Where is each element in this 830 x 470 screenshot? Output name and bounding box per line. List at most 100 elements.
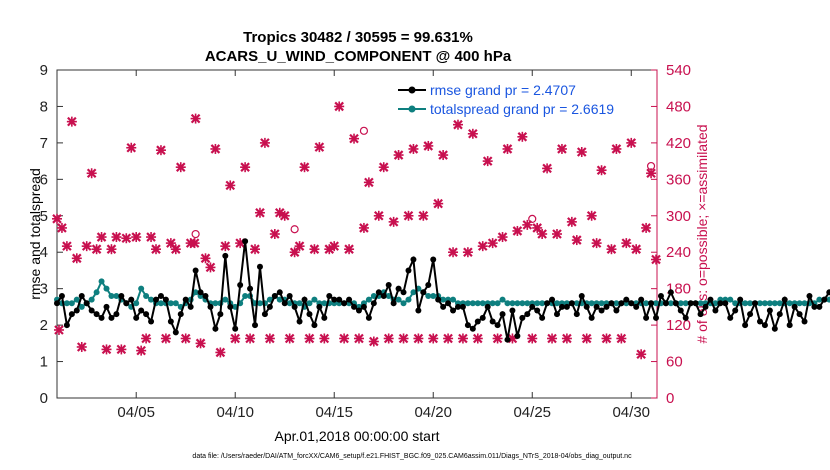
rmse-point xyxy=(583,303,590,310)
rmse-point xyxy=(712,307,719,314)
rmse-point xyxy=(128,296,135,303)
rmse-point xyxy=(420,289,427,296)
rmse-point xyxy=(514,333,521,340)
obs-possible-point xyxy=(290,225,299,234)
x-tick-label: 04/25 xyxy=(513,404,551,421)
spread-point xyxy=(108,292,115,299)
spread-point xyxy=(88,296,95,303)
obs-assimilated-point xyxy=(141,333,152,344)
obs-assimilated-point xyxy=(443,333,454,344)
rmse-point xyxy=(588,314,595,321)
rmse-point xyxy=(227,303,234,310)
rmse-point xyxy=(88,307,95,314)
rmse-point xyxy=(425,282,432,289)
rmse-point xyxy=(450,307,457,314)
rmse-point xyxy=(801,318,808,325)
rmse-point xyxy=(682,314,689,321)
obs-assimilated-point xyxy=(566,216,577,227)
rmse-point xyxy=(410,256,417,263)
obs-assimilated-point xyxy=(581,333,592,344)
obs-assimilated-point xyxy=(576,147,587,157)
rmse-point xyxy=(217,311,224,318)
obs-assimilated-point xyxy=(66,116,77,127)
rmse-point xyxy=(771,325,778,332)
left-y-tick-label: 1 xyxy=(40,354,48,371)
rmse-point xyxy=(687,300,694,307)
obs-assimilated-point xyxy=(116,344,127,355)
rmse-point xyxy=(172,329,179,336)
rmse-point xyxy=(212,325,219,332)
obs-assimilated-point xyxy=(205,262,216,273)
obs-assimilated-point xyxy=(86,168,97,179)
obs-assimilated-point xyxy=(512,225,523,236)
rmse-point xyxy=(737,296,744,303)
obs-assimilated-point xyxy=(467,128,478,139)
spread-point xyxy=(113,292,120,299)
rmse-point xyxy=(157,292,164,299)
obs-assimilated-point xyxy=(611,143,622,154)
spread-point xyxy=(796,300,803,307)
rmse-point xyxy=(638,296,645,303)
rmse-point xyxy=(593,303,600,310)
rmse-point xyxy=(722,300,729,307)
left-y-axis: 0 1 2 3 4 5 6 7 8 9 xyxy=(40,62,63,407)
obs-assimilated-point xyxy=(279,210,290,221)
spread-point xyxy=(172,300,179,307)
rmse-point xyxy=(578,292,585,299)
rmse-point xyxy=(544,300,551,307)
spread-point xyxy=(598,300,605,307)
left-y-tick-label: 5 xyxy=(40,208,48,225)
obs-assimilated-point xyxy=(651,254,662,265)
obs-assimilated-point xyxy=(334,101,345,112)
spread-point xyxy=(222,296,229,303)
rmse-point xyxy=(459,303,466,310)
x-tick-label: 04/30 xyxy=(612,404,650,421)
spread-point xyxy=(143,292,150,299)
rmse-point xyxy=(63,322,70,329)
rmse-point xyxy=(430,256,437,263)
obs-possible-point xyxy=(191,229,200,239)
spread-point xyxy=(524,300,531,307)
rmse-point xyxy=(346,296,353,303)
obs-assimilated-point xyxy=(438,150,449,161)
rmse-point xyxy=(108,314,115,321)
obs-assimilated-point xyxy=(61,241,72,252)
obs-assimilated-point xyxy=(230,333,241,344)
rmse-point xyxy=(153,296,160,303)
left-y-tick-label: 0 xyxy=(40,390,48,407)
rmse-point xyxy=(247,285,254,292)
left-y-tick-label: 2 xyxy=(40,317,48,334)
right-y-tick-label: 540 xyxy=(666,62,691,79)
x-tick-label: 04/05 xyxy=(117,404,155,421)
obs-assimilated-point xyxy=(547,333,558,344)
spread-point xyxy=(296,300,303,307)
obs-assimilated-point xyxy=(190,113,201,124)
rmse-point xyxy=(573,311,580,318)
rmse-point xyxy=(54,300,60,307)
rmse-point xyxy=(261,311,268,318)
spread-point xyxy=(400,300,407,307)
rmse-point xyxy=(326,292,333,299)
rmse-point xyxy=(68,311,75,318)
rmse-point xyxy=(648,300,655,307)
rmse-point xyxy=(286,292,293,299)
obs-assimilated-point xyxy=(131,232,142,243)
obs-assimilated-point xyxy=(284,333,295,344)
left-y-tick-label: 7 xyxy=(40,135,48,152)
rmse-point xyxy=(380,292,387,299)
rmse-point xyxy=(707,296,714,303)
obs-assimilated-point xyxy=(106,244,117,255)
obs-assimilated-point xyxy=(408,143,419,154)
obs-assimilated-point xyxy=(621,238,632,249)
spread-point xyxy=(133,300,140,307)
obs-assimilated-point xyxy=(403,210,414,221)
spread-point xyxy=(370,292,377,299)
rmse-point xyxy=(311,322,318,329)
rmse-point xyxy=(806,292,813,299)
spread-point xyxy=(776,300,783,307)
rmse-point xyxy=(370,300,377,307)
obs-assimilated-point xyxy=(383,333,394,344)
spread-point xyxy=(554,300,560,307)
rmse-point xyxy=(598,307,605,314)
rmse-point xyxy=(78,292,85,299)
